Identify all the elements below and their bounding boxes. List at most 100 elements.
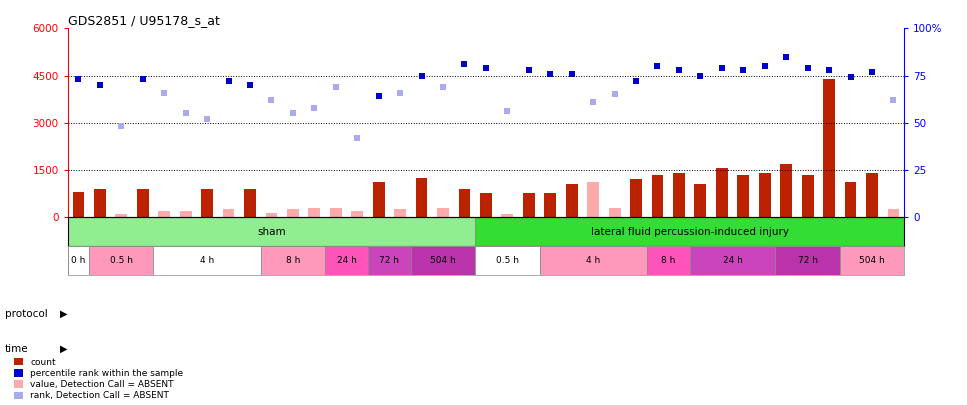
Point: [821, 67, 836, 73]
Point: [521, 67, 537, 73]
Bar: [475, 217, 904, 246]
Bar: [566, 184, 577, 217]
Point: [135, 76, 151, 83]
Bar: [544, 194, 556, 217]
Point: [328, 83, 343, 90]
Bar: [630, 179, 642, 217]
Text: ▶: ▶: [60, 309, 68, 319]
Point: [800, 65, 815, 71]
Text: 4 h: 4 h: [200, 256, 215, 265]
Point: [220, 78, 236, 84]
Text: 24 h: 24 h: [722, 256, 743, 265]
Point: [500, 108, 515, 115]
Point: [864, 68, 880, 75]
Bar: [839, 246, 904, 275]
Bar: [587, 183, 599, 217]
Point: [778, 53, 794, 60]
Point: [92, 82, 107, 88]
Bar: [201, 189, 213, 217]
Bar: [759, 173, 771, 217]
Text: 4 h: 4 h: [586, 256, 601, 265]
Point: [757, 63, 773, 69]
Bar: [475, 246, 540, 275]
Point: [585, 99, 601, 105]
Bar: [222, 209, 234, 217]
Bar: [866, 173, 878, 217]
Bar: [502, 214, 513, 217]
Bar: [694, 184, 706, 217]
Point: [435, 83, 451, 90]
Bar: [844, 183, 857, 217]
Bar: [325, 246, 368, 275]
Bar: [351, 211, 364, 217]
Bar: [647, 246, 689, 275]
Bar: [261, 246, 325, 275]
Point: [199, 116, 215, 122]
Point: [886, 97, 901, 103]
Point: [178, 110, 193, 117]
Text: 504 h: 504 h: [859, 256, 885, 265]
Bar: [68, 217, 475, 246]
Text: sham: sham: [257, 227, 286, 237]
Point: [113, 123, 129, 130]
Text: 8 h: 8 h: [285, 256, 300, 265]
Point: [479, 65, 494, 71]
Bar: [373, 183, 385, 217]
Text: 72 h: 72 h: [379, 256, 399, 265]
Bar: [411, 246, 475, 275]
Text: GDS2851 / U95178_s_at: GDS2851 / U95178_s_at: [68, 14, 220, 27]
Bar: [823, 79, 835, 217]
Point: [671, 67, 687, 73]
Point: [371, 93, 387, 100]
Bar: [716, 168, 728, 217]
Bar: [308, 208, 320, 217]
Bar: [68, 246, 89, 275]
Bar: [89, 246, 154, 275]
Bar: [776, 246, 839, 275]
Text: 0.5 h: 0.5 h: [110, 256, 132, 265]
Bar: [115, 214, 128, 217]
Bar: [523, 194, 535, 217]
Point: [414, 72, 429, 79]
Bar: [73, 192, 84, 217]
Bar: [480, 194, 492, 217]
Point: [157, 89, 172, 96]
Bar: [368, 246, 411, 275]
Bar: [395, 209, 406, 217]
Text: 504 h: 504 h: [430, 256, 455, 265]
Point: [607, 91, 623, 98]
Point: [456, 61, 472, 68]
Bar: [180, 211, 191, 217]
Text: 8 h: 8 h: [661, 256, 675, 265]
Point: [307, 104, 322, 111]
Bar: [437, 208, 449, 217]
Bar: [416, 178, 427, 217]
Text: ▶: ▶: [60, 344, 68, 354]
Bar: [137, 189, 149, 217]
Bar: [94, 189, 105, 217]
Point: [349, 134, 365, 141]
Bar: [673, 173, 685, 217]
Point: [542, 70, 558, 77]
Point: [736, 67, 751, 73]
Point: [692, 72, 708, 79]
Point: [264, 97, 279, 103]
Text: 72 h: 72 h: [798, 256, 818, 265]
Bar: [266, 213, 278, 217]
Bar: [780, 164, 792, 217]
Text: time: time: [5, 344, 28, 354]
Bar: [608, 208, 621, 217]
Point: [650, 63, 665, 69]
Point: [564, 70, 579, 77]
Point: [285, 110, 301, 117]
Point: [714, 65, 729, 71]
Bar: [802, 175, 813, 217]
Text: lateral fluid percussion-induced injury: lateral fluid percussion-induced injury: [591, 227, 789, 237]
Bar: [159, 211, 170, 217]
Point: [243, 82, 258, 88]
Point: [843, 74, 859, 81]
Bar: [154, 246, 261, 275]
Text: 0 h: 0 h: [72, 256, 86, 265]
Text: 24 h: 24 h: [337, 256, 357, 265]
Bar: [652, 175, 663, 217]
